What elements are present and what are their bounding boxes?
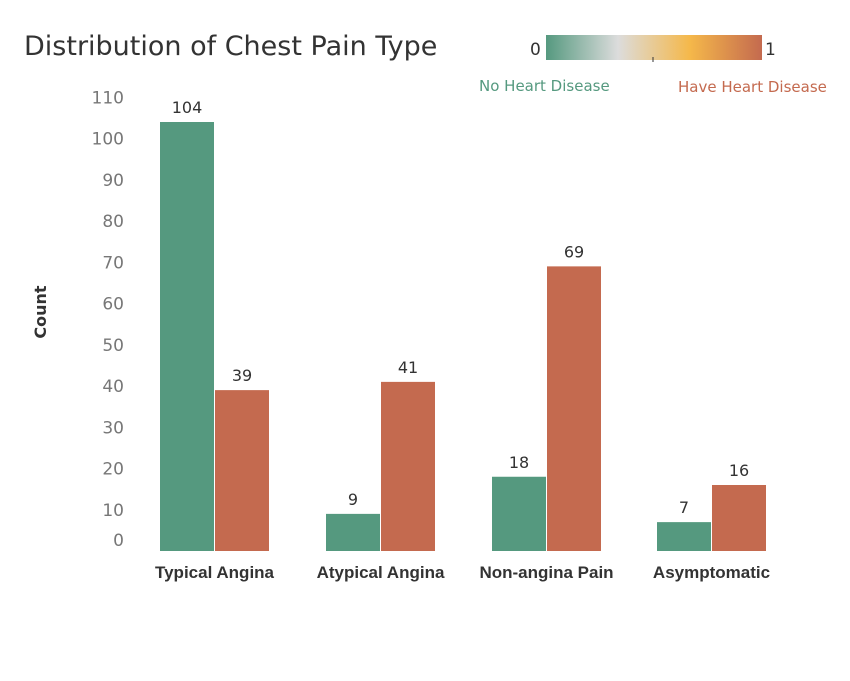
legend-min-label: 0 [530,40,541,60]
x-tick-label: Asymptomatic [653,563,770,582]
data-label: 16 [729,461,749,480]
legend-series-0: No Heart Disease [479,77,610,95]
y-tick-label: 60 [102,295,124,315]
y-tick-label: 80 [102,212,124,232]
bar [381,381,435,551]
bar [657,522,711,551]
data-labels: 104 39 9 41 18 69 7 16 [172,98,749,517]
bar [492,476,546,551]
bar [547,266,601,551]
x-axis: Typical Angina Atypical Angina Non-angina … [155,563,770,582]
x-tick-label: Typical Angina [155,563,275,582]
y-tick-label: 90 [102,171,124,191]
y-tick-label: 40 [102,377,124,397]
y-tick-label: 70 [102,253,124,273]
y-tick-label: 30 [102,418,124,438]
legend-gradient-bar [546,35,762,60]
bar [326,513,380,551]
data-label: 39 [232,366,252,385]
x-tick-label: Non-angina Pain [479,563,613,582]
bar [160,122,214,551]
data-label: 7 [679,498,689,517]
y-tick-label: 20 [102,460,124,480]
data-label: 104 [172,98,203,117]
data-label: 18 [509,453,529,472]
bar [215,390,269,551]
chart-title: Distribution of Chest Pain Type [24,31,437,62]
legend-max-label: 1 [765,40,776,60]
y-tick-label: 10 [102,501,124,521]
y-tick-label: 0 [113,531,124,551]
legend: 0 1 No Heart Disease Have Heart Disease [479,35,827,96]
data-label: 41 [398,358,418,377]
legend-series-1: Have Heart Disease [678,78,827,96]
bars [160,122,766,551]
y-tick-label: 110 [92,88,124,108]
y-axis-label: Count [31,285,50,339]
data-label: 9 [348,490,358,509]
y-tick-label: 100 [92,130,124,150]
data-label: 69 [564,242,584,261]
bar [712,485,766,551]
y-tick-label: 50 [102,336,124,356]
x-tick-label: Atypical Angina [317,563,445,582]
